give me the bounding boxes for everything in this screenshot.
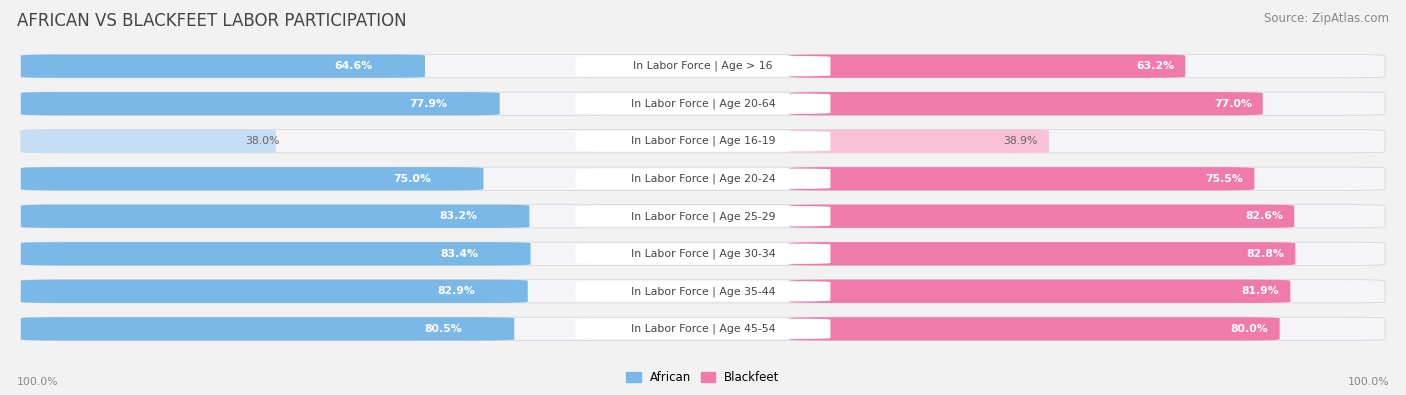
Text: 77.9%: 77.9% xyxy=(409,99,447,109)
Text: 82.9%: 82.9% xyxy=(437,286,475,296)
Text: In Labor Force | Age 45-54: In Labor Force | Age 45-54 xyxy=(631,324,775,334)
FancyBboxPatch shape xyxy=(575,169,831,189)
Text: 80.0%: 80.0% xyxy=(1230,324,1268,334)
FancyBboxPatch shape xyxy=(575,56,831,76)
FancyBboxPatch shape xyxy=(21,92,499,115)
Text: Source: ZipAtlas.com: Source: ZipAtlas.com xyxy=(1264,12,1389,25)
FancyBboxPatch shape xyxy=(21,242,530,265)
Text: In Labor Force | Age 30-34: In Labor Force | Age 30-34 xyxy=(631,248,775,259)
Text: 100.0%: 100.0% xyxy=(1347,377,1389,387)
Text: In Labor Force | Age 16-19: In Labor Force | Age 16-19 xyxy=(631,136,775,147)
Text: 82.6%: 82.6% xyxy=(1246,211,1284,221)
FancyBboxPatch shape xyxy=(21,280,527,303)
FancyBboxPatch shape xyxy=(789,130,1049,153)
Text: 83.2%: 83.2% xyxy=(439,211,477,221)
Text: 100.0%: 100.0% xyxy=(17,377,59,387)
FancyBboxPatch shape xyxy=(789,280,1291,303)
Text: In Labor Force | Age 35-44: In Labor Force | Age 35-44 xyxy=(631,286,775,297)
Text: 77.0%: 77.0% xyxy=(1213,99,1251,109)
FancyBboxPatch shape xyxy=(789,317,1279,340)
FancyBboxPatch shape xyxy=(21,55,425,78)
Text: 75.0%: 75.0% xyxy=(394,174,432,184)
FancyBboxPatch shape xyxy=(21,280,1385,303)
Text: 63.2%: 63.2% xyxy=(1136,61,1174,71)
FancyBboxPatch shape xyxy=(21,242,1385,265)
FancyBboxPatch shape xyxy=(21,130,1385,153)
FancyBboxPatch shape xyxy=(789,55,1185,78)
Text: In Labor Force | Age 25-29: In Labor Force | Age 25-29 xyxy=(631,211,775,222)
FancyBboxPatch shape xyxy=(789,205,1295,228)
Text: 38.9%: 38.9% xyxy=(1004,136,1038,146)
FancyBboxPatch shape xyxy=(575,94,831,114)
Text: 81.9%: 81.9% xyxy=(1241,286,1279,296)
FancyBboxPatch shape xyxy=(575,281,831,301)
FancyBboxPatch shape xyxy=(21,205,530,228)
FancyBboxPatch shape xyxy=(575,319,831,339)
Text: In Labor Force | Age 20-64: In Labor Force | Age 20-64 xyxy=(631,98,775,109)
FancyBboxPatch shape xyxy=(575,244,831,264)
FancyBboxPatch shape xyxy=(21,317,515,340)
FancyBboxPatch shape xyxy=(575,131,831,151)
FancyBboxPatch shape xyxy=(789,167,1254,190)
Text: 82.8%: 82.8% xyxy=(1247,249,1284,259)
Text: 64.6%: 64.6% xyxy=(335,61,373,71)
Text: In Labor Force | Age 20-24: In Labor Force | Age 20-24 xyxy=(631,173,775,184)
Text: 80.5%: 80.5% xyxy=(425,324,463,334)
FancyBboxPatch shape xyxy=(789,242,1295,265)
FancyBboxPatch shape xyxy=(789,92,1263,115)
FancyBboxPatch shape xyxy=(21,130,276,153)
FancyBboxPatch shape xyxy=(21,92,1385,115)
FancyBboxPatch shape xyxy=(21,55,1385,78)
Text: 38.0%: 38.0% xyxy=(245,136,280,146)
FancyBboxPatch shape xyxy=(21,167,484,190)
FancyBboxPatch shape xyxy=(21,167,1385,190)
Legend: African, Blackfeet: African, Blackfeet xyxy=(621,367,785,389)
FancyBboxPatch shape xyxy=(21,205,1385,228)
Text: 75.5%: 75.5% xyxy=(1205,174,1243,184)
Text: AFRICAN VS BLACKFEET LABOR PARTICIPATION: AFRICAN VS BLACKFEET LABOR PARTICIPATION xyxy=(17,12,406,30)
Text: In Labor Force | Age > 16: In Labor Force | Age > 16 xyxy=(633,61,773,71)
FancyBboxPatch shape xyxy=(21,317,1385,340)
FancyBboxPatch shape xyxy=(575,206,831,226)
Text: 83.4%: 83.4% xyxy=(440,249,478,259)
